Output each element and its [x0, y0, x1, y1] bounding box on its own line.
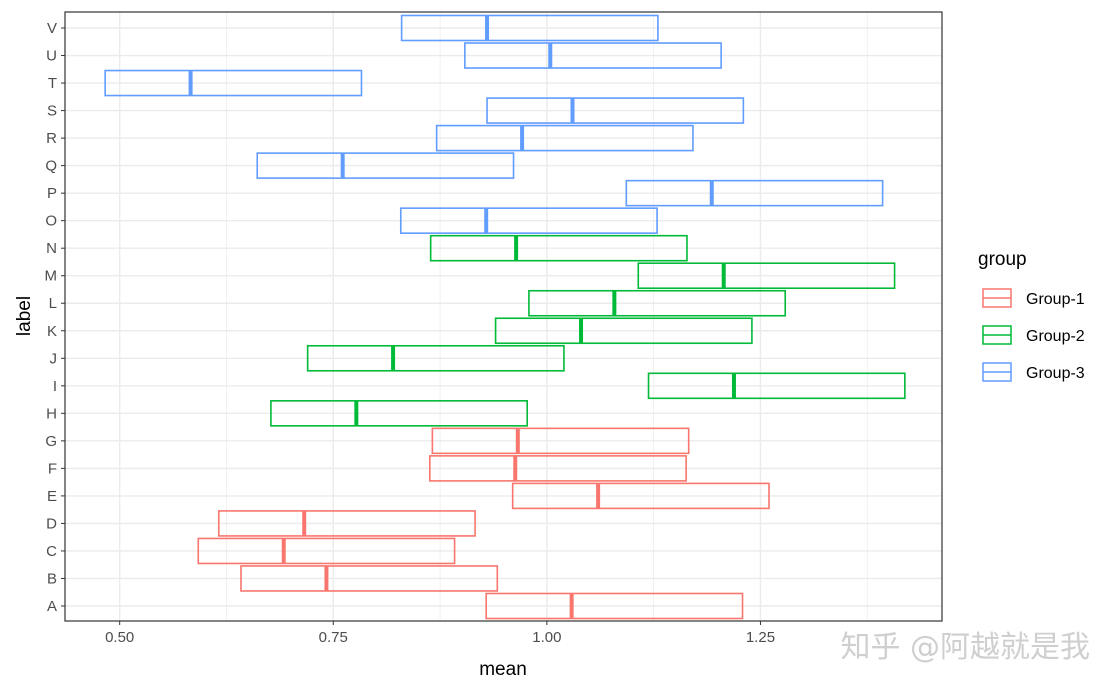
y-tick-label: E — [47, 488, 57, 505]
y-tick-label: J — [50, 350, 58, 367]
crossbar-S — [486, 97, 745, 124]
x-axis: 0.50 0.75 1.00 1.25 — [105, 621, 775, 646]
watermark: 知乎 @阿越就是我 — [840, 630, 1090, 665]
y-tick-label: R — [46, 130, 57, 147]
crossbars — [104, 14, 906, 620]
y-tick-label: Q — [45, 158, 57, 175]
crossbar-box — [217, 510, 476, 537]
crossbar-box — [485, 592, 744, 620]
crossbar-K — [494, 317, 753, 345]
crossbar-T — [104, 69, 363, 97]
y-tick-label: M — [45, 268, 58, 285]
legend-label: Group-1 — [1026, 291, 1085, 308]
crossbar-box — [528, 289, 787, 317]
legend-item-group-2: Group-2 — [982, 325, 1085, 345]
crossbar-R — [435, 124, 694, 152]
crossbar-J — [306, 344, 565, 372]
y-tick-label: D — [46, 515, 57, 532]
crossbar-P — [625, 179, 884, 207]
crossbar-box — [647, 372, 906, 400]
crossbar-box — [431, 427, 690, 455]
crossbar-box — [240, 565, 499, 592]
x-axis-title: mean — [479, 659, 527, 680]
y-tick-label: N — [46, 240, 57, 257]
crossbar-box — [306, 344, 565, 372]
crossbar-A — [485, 592, 744, 620]
crossbar-box — [429, 455, 687, 482]
grid — [65, 12, 942, 621]
y-tick-label: U — [46, 48, 57, 65]
crossbar-box — [511, 482, 770, 510]
x-tick-label: 1.25 — [746, 629, 775, 646]
crossbar-O — [399, 207, 658, 234]
crossbar-box — [197, 537, 456, 565]
crossbar-box — [399, 207, 658, 234]
crossbar-H — [270, 400, 529, 427]
crossbar-box — [256, 152, 515, 179]
crossbar-box — [104, 69, 363, 97]
y-tick-label: C — [46, 543, 57, 560]
y-tick-label: O — [45, 213, 57, 230]
legend-label: Group-3 — [1026, 365, 1085, 382]
crossbar-box — [270, 400, 529, 427]
crossbar-box — [637, 262, 896, 290]
y-tick-label: B — [47, 570, 57, 587]
legend: group Group-1 Group-2 Group-3 — [978, 249, 1085, 382]
legend-title: group — [978, 249, 1027, 270]
crossbar-box — [494, 317, 753, 345]
crossbar-D — [217, 510, 476, 537]
crossbar-box — [429, 234, 688, 262]
panel-border — [64, 11, 943, 622]
y-tick-label: G — [45, 433, 57, 450]
y-tick-label: T — [48, 75, 57, 92]
y-tick-label: P — [47, 185, 57, 202]
y-axis-title: label — [14, 296, 35, 336]
legend-item-group-1: Group-1 — [982, 288, 1085, 308]
crossbar-box — [435, 124, 694, 152]
y-tick-label: S — [47, 103, 57, 120]
crossbar-C — [197, 537, 456, 565]
x-tick-label: 0.75 — [319, 629, 348, 646]
y-tick-label: V — [47, 20, 57, 37]
crossbar-G — [431, 427, 690, 455]
crossbar-box — [464, 42, 722, 69]
y-tick-label: H — [46, 405, 57, 422]
crossbar-B — [240, 565, 499, 592]
y-tick-label: K — [47, 323, 57, 340]
legend-item-group-3: Group-3 — [982, 362, 1085, 382]
crossbar-Q — [256, 152, 515, 179]
y-tick-label: F — [48, 460, 57, 477]
crossbar-N — [429, 234, 688, 262]
crossbar-box — [486, 97, 745, 124]
y-tick-label: L — [49, 295, 57, 312]
y-tick-label: I — [53, 378, 57, 395]
crossbar-box — [625, 179, 884, 207]
crossbar-E — [511, 482, 770, 510]
crossbar-F — [429, 455, 687, 482]
crossbar-M — [637, 262, 896, 290]
x-tick-label: 0.50 — [105, 629, 134, 646]
x-tick-label: 1.00 — [532, 629, 561, 646]
legend-label: Group-2 — [1026, 328, 1085, 345]
crossbar-V — [400, 14, 659, 42]
crossbar-U — [464, 42, 722, 69]
crossbar-L — [528, 289, 787, 317]
y-tick-label: A — [47, 598, 57, 615]
crossbar-I — [647, 372, 906, 400]
crossbar-box — [400, 14, 659, 42]
